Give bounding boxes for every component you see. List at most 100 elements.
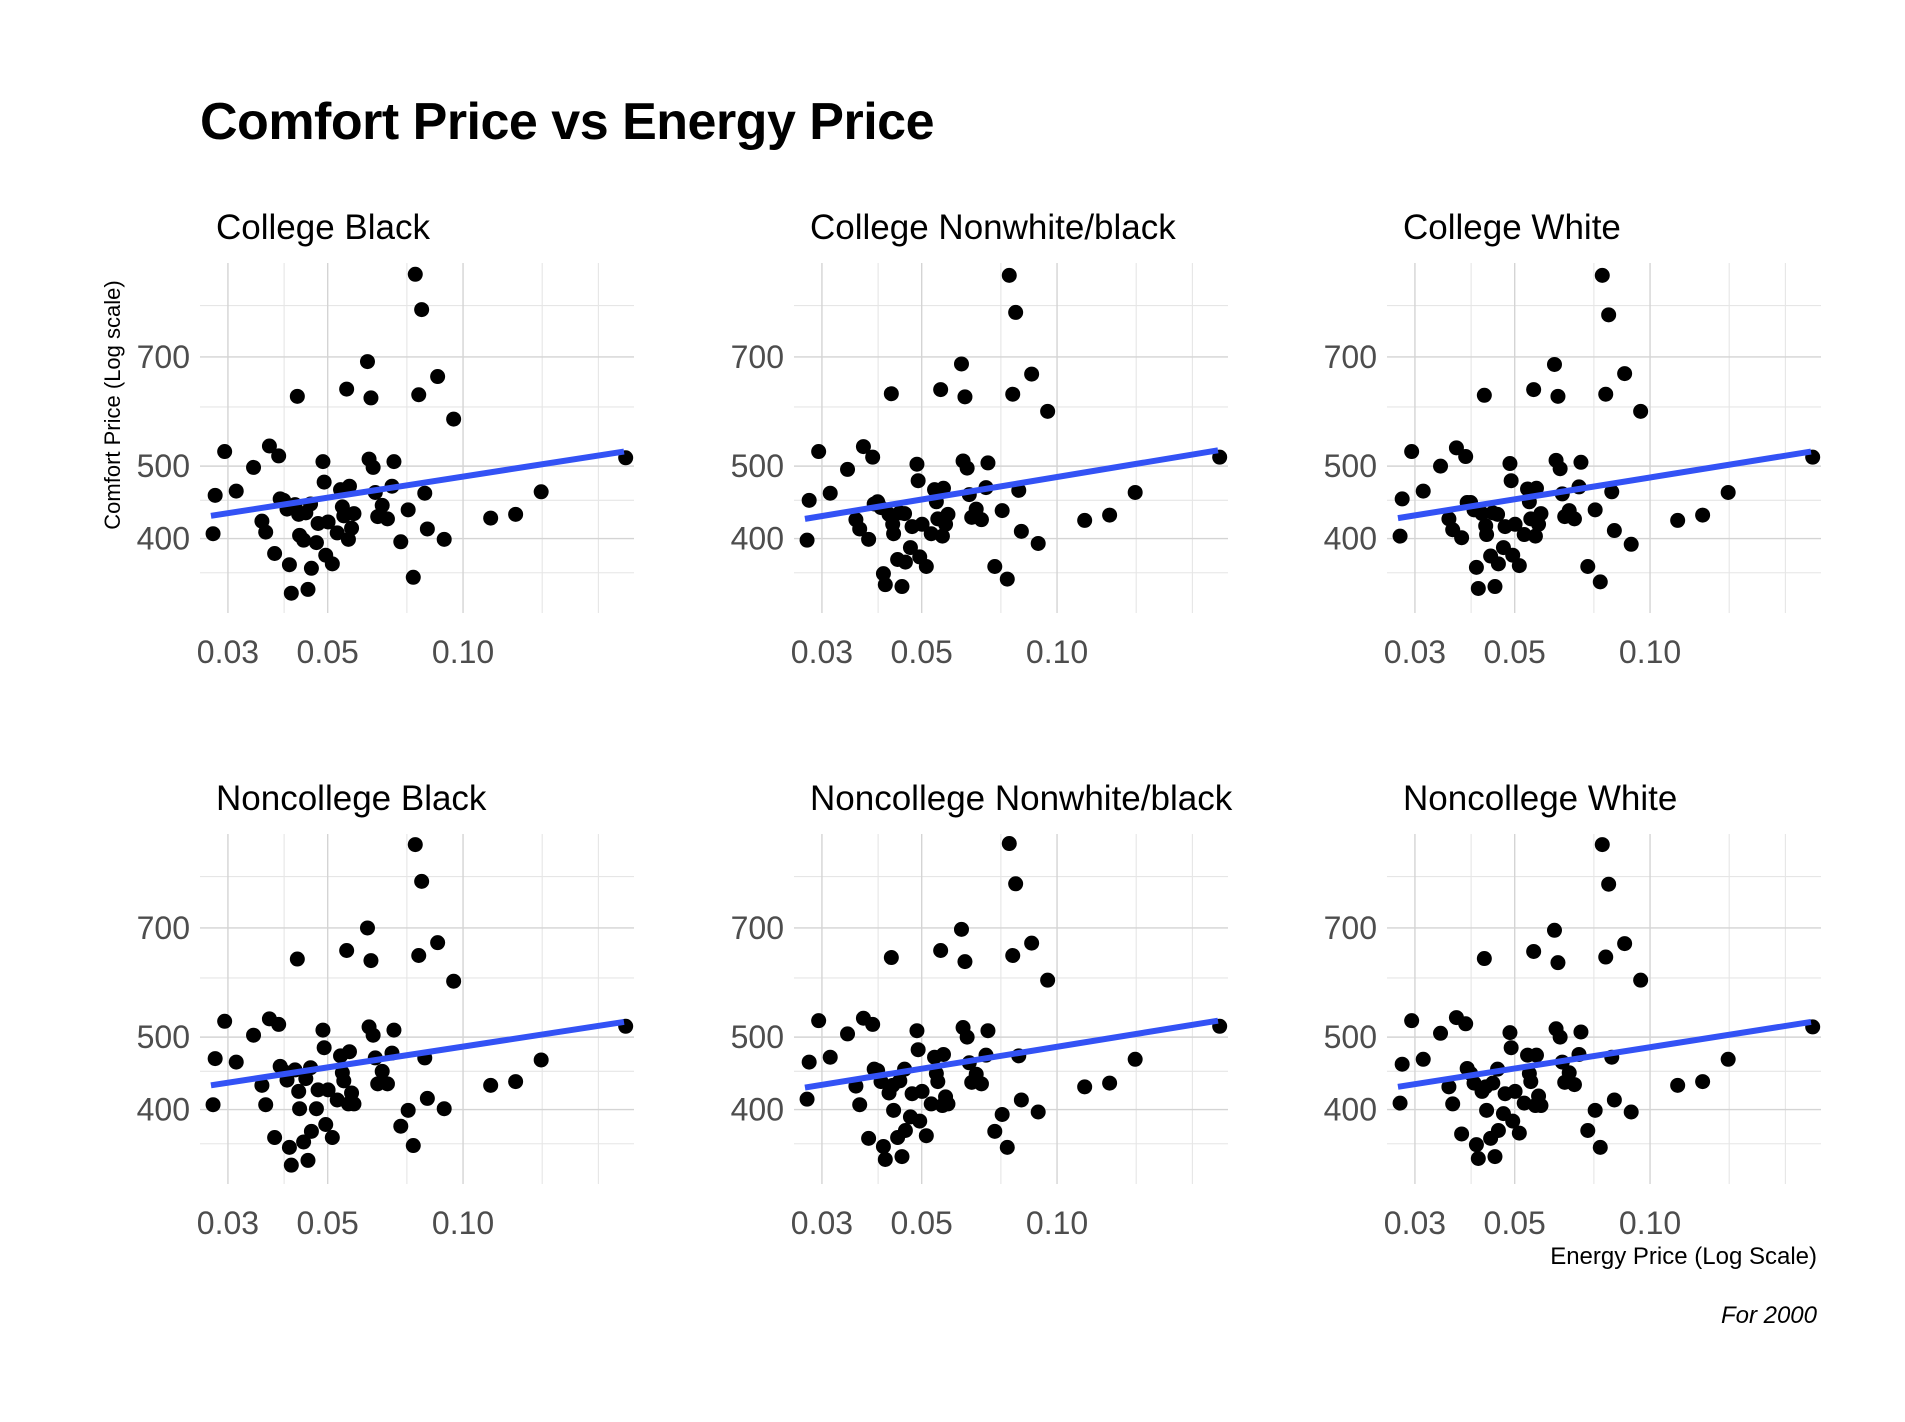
data-point bbox=[1594, 267, 1610, 283]
data-point bbox=[417, 485, 433, 501]
trend-line bbox=[1397, 448, 1812, 522]
data-point bbox=[1507, 1083, 1523, 1099]
data-point bbox=[1604, 484, 1620, 500]
data-point bbox=[799, 1091, 815, 1107]
data-point bbox=[1573, 454, 1589, 470]
y-tick-label: 700 bbox=[731, 910, 784, 946]
data-point bbox=[1502, 456, 1518, 472]
data-point bbox=[1474, 506, 1490, 522]
data-point bbox=[1503, 1040, 1519, 1056]
data-point bbox=[320, 514, 336, 530]
data-point bbox=[508, 1074, 524, 1090]
data-point bbox=[267, 1129, 283, 1145]
data-point bbox=[316, 474, 332, 490]
facet-panel: Noncollege Black 0.03 0.05 0.10 400 500 700 bbox=[137, 779, 634, 1241]
data-point bbox=[1695, 1074, 1711, 1090]
y-tick-label: 500 bbox=[1324, 448, 1377, 484]
data-point bbox=[1077, 1079, 1093, 1095]
facet-title: Noncollege Black bbox=[216, 779, 487, 818]
data-point bbox=[346, 506, 362, 522]
data-point bbox=[1670, 1077, 1686, 1093]
y-tick-label: 400 bbox=[731, 521, 784, 557]
data-point bbox=[1633, 403, 1649, 419]
data-point bbox=[1511, 558, 1527, 574]
data-point bbox=[365, 1027, 381, 1043]
data-point bbox=[902, 540, 918, 556]
facet-panel: College Black 0.03 0.05 0.10 400 500 700 bbox=[137, 208, 634, 670]
data-point bbox=[1433, 1025, 1449, 1041]
data-point bbox=[1587, 1102, 1603, 1118]
x-tick-label: 0.03 bbox=[791, 1205, 853, 1241]
data-point bbox=[283, 585, 299, 601]
data-point bbox=[987, 558, 1003, 574]
data-point bbox=[865, 1016, 881, 1032]
y-tick-label: 500 bbox=[731, 448, 784, 484]
data-point bbox=[533, 484, 549, 500]
data-point bbox=[918, 558, 934, 574]
data-point bbox=[894, 579, 910, 595]
data-point bbox=[228, 1054, 244, 1070]
data-point bbox=[1606, 1092, 1622, 1108]
data-point bbox=[324, 556, 340, 572]
data-point bbox=[411, 387, 427, 403]
data-point bbox=[933, 382, 949, 398]
data-point bbox=[875, 566, 891, 582]
data-point bbox=[1606, 523, 1622, 539]
data-point bbox=[1102, 1075, 1118, 1091]
data-point bbox=[852, 1097, 868, 1113]
trend-line bbox=[804, 1017, 1219, 1091]
y-tick-label: 400 bbox=[137, 1092, 190, 1128]
data-point bbox=[379, 511, 395, 527]
data-point bbox=[886, 526, 902, 542]
data-point bbox=[1511, 1125, 1527, 1141]
data-point bbox=[365, 459, 381, 475]
data-point bbox=[1720, 484, 1736, 500]
data-point bbox=[393, 1118, 409, 1134]
data-point bbox=[1528, 1047, 1544, 1063]
data-point bbox=[811, 1013, 827, 1029]
data-point bbox=[1592, 574, 1608, 590]
data-point bbox=[1487, 1149, 1503, 1165]
data-point bbox=[1077, 512, 1093, 528]
data-point bbox=[923, 1096, 939, 1112]
data-point bbox=[1127, 1051, 1143, 1067]
data-point bbox=[897, 506, 913, 522]
data-point bbox=[822, 485, 838, 501]
data-point bbox=[430, 935, 446, 951]
data-point bbox=[1005, 948, 1021, 964]
data-point bbox=[217, 1013, 233, 1029]
data-point bbox=[1490, 556, 1506, 572]
data-point bbox=[296, 532, 312, 548]
data-point bbox=[436, 531, 452, 547]
data-point bbox=[1476, 951, 1492, 967]
data-point bbox=[1552, 461, 1568, 477]
data-point bbox=[940, 506, 956, 522]
x-axis-label: Energy Price (Log Scale) bbox=[1550, 1243, 1817, 1270]
data-point bbox=[1601, 307, 1617, 323]
data-point bbox=[1526, 382, 1542, 398]
data-point bbox=[1670, 512, 1686, 528]
y-tick-label: 500 bbox=[731, 1019, 784, 1055]
data-point bbox=[374, 1063, 390, 1079]
data-point bbox=[1546, 356, 1562, 372]
data-point bbox=[953, 921, 969, 937]
data-point bbox=[405, 569, 421, 585]
data-point bbox=[292, 1101, 308, 1117]
data-point bbox=[1552, 1029, 1568, 1045]
data-point bbox=[483, 510, 499, 526]
data-point bbox=[1533, 1098, 1549, 1114]
data-point bbox=[436, 1101, 452, 1117]
data-point bbox=[407, 266, 423, 282]
data-point bbox=[1526, 943, 1542, 959]
data-point bbox=[1550, 388, 1566, 404]
data-point bbox=[1433, 458, 1449, 474]
y-tick-label: 500 bbox=[137, 448, 190, 484]
data-point bbox=[909, 1023, 925, 1039]
data-point bbox=[918, 1128, 934, 1144]
data-point bbox=[346, 1096, 362, 1112]
data-point bbox=[840, 1026, 856, 1042]
x-tick-label: 0.05 bbox=[297, 1205, 359, 1241]
data-point bbox=[1633, 972, 1649, 988]
data-point bbox=[959, 1029, 975, 1045]
